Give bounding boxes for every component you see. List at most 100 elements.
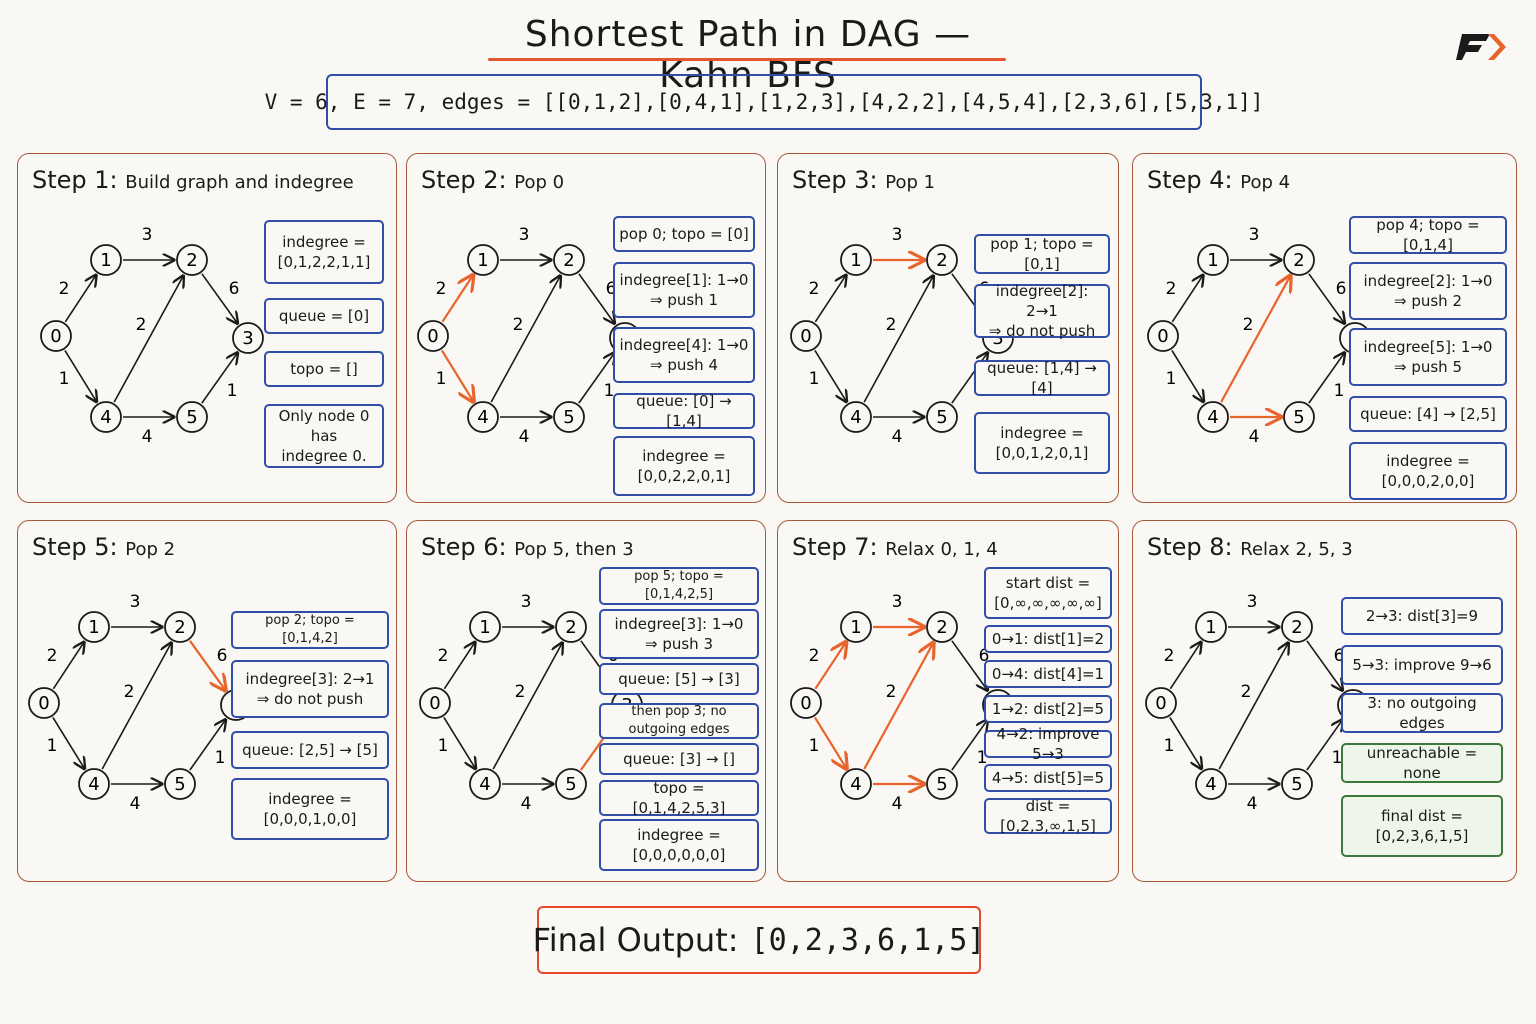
node-label-1: 1 <box>850 250 861 271</box>
edge-weight-1-2: 3 <box>130 592 141 612</box>
edge-4-2 <box>490 276 560 403</box>
node-2 <box>926 244 958 276</box>
step-note-box: pop 1; topo = [0,1] <box>974 234 1110 274</box>
step-subtitle: Build graph and indegree <box>125 172 354 193</box>
node-2 <box>555 611 587 643</box>
edge-weight-4-2: 2 <box>136 315 147 335</box>
node-label-0: 0 <box>800 693 811 714</box>
edge-weight-0-4: 1 <box>809 736 820 756</box>
node-label-2: 2 <box>565 617 576 638</box>
edge-0-1 <box>814 275 846 323</box>
edge-weight-5-3: 1 <box>977 748 988 768</box>
node-label-2: 2 <box>186 250 197 271</box>
step-note-box: then pop 3; no outgoing edges <box>599 703 759 739</box>
node-label-3: 3 <box>992 328 1003 349</box>
edge-weight-0-1: 2 <box>1166 279 1177 299</box>
node-label-4: 4 <box>1205 774 1216 795</box>
node-2 <box>164 611 196 643</box>
edge-0-4 <box>64 350 97 401</box>
node-label-2: 2 <box>936 617 947 638</box>
fp-logo-icon <box>1456 34 1506 60</box>
edge-5-3 <box>1306 720 1343 771</box>
step-note-box: indegree[4]: 1→0 ⇒ push 4 <box>613 327 755 383</box>
node-0 <box>419 687 451 719</box>
node-label-4: 4 <box>850 407 861 428</box>
edge-weight-2-3: 6 <box>606 279 617 299</box>
edge-0-1 <box>443 642 475 690</box>
edge-weight-2-3: 6 <box>1336 279 1347 299</box>
edge-weight-2-3: 6 <box>1334 646 1345 666</box>
node-0 <box>790 320 822 352</box>
node-label-1: 1 <box>1207 250 1218 271</box>
edge-weight-5-3: 1 <box>604 381 615 401</box>
step-note-box: indegree[1]: 1→0 ⇒ push 1 <box>613 262 755 318</box>
edge-weight-2-3: 6 <box>229 279 240 299</box>
node-0 <box>40 320 72 352</box>
node-2 <box>553 244 585 276</box>
step-note-box: queue: [5] → [3] <box>599 663 759 695</box>
node-4 <box>467 401 499 433</box>
edge-weight-0-4: 1 <box>809 369 820 389</box>
step-note-box: Only node 0 has indegree 0. <box>264 404 384 468</box>
edge-weight-1-2: 3 <box>521 592 532 612</box>
node-2 <box>926 611 958 643</box>
node-label-5: 5 <box>936 774 947 795</box>
node-2 <box>1283 244 1315 276</box>
step-panel-5: Step 5: Pop 22132461012345pop 2; topo = … <box>17 520 397 882</box>
step-panel-4: Step 4: Pop 42132461012345pop 4; topo = … <box>1132 153 1517 503</box>
node-label-1: 1 <box>88 617 99 638</box>
step-note-box: indegree[3]: 1→0 ⇒ push 3 <box>599 609 759 659</box>
node-2 <box>1281 611 1313 643</box>
node-1 <box>840 244 872 276</box>
step-note-box: indegree = [0,0,2,2,0,1] <box>613 436 755 496</box>
step-note-box: pop 4; topo = [0,1,4] <box>1349 216 1507 254</box>
edge-weight-1-2: 3 <box>1247 592 1258 612</box>
node-label-4: 4 <box>850 774 861 795</box>
edge-weight-0-1: 2 <box>809 279 820 299</box>
node-1 <box>90 244 122 276</box>
node-label-0: 0 <box>1155 693 1166 714</box>
edge-4-2 <box>492 643 562 770</box>
edge-weight-4-2: 2 <box>886 682 897 702</box>
edge-4-2 <box>863 276 933 403</box>
edge-weight-0-4: 1 <box>438 736 449 756</box>
node-label-0: 0 <box>427 326 438 347</box>
edge-weight-5-3: 1 <box>1334 381 1345 401</box>
node-label-2: 2 <box>563 250 574 271</box>
step-note-box: queue: [2,5] → [5] <box>231 731 389 769</box>
edge-weight-2-3: 6 <box>979 646 990 666</box>
step-note-box: 0→1: dist[1]=2 <box>984 625 1112 653</box>
step-subtitle: Pop 0 <box>514 172 565 193</box>
node-3 <box>232 322 264 354</box>
step-note-box: topo = [] <box>264 351 384 387</box>
node-label-5: 5 <box>563 407 574 428</box>
edge-0-1 <box>1171 275 1203 323</box>
edge-weight-4-5: 4 <box>1249 427 1260 447</box>
edge-weight-4-5: 4 <box>892 794 903 814</box>
step-note-box: unreachable = none <box>1341 743 1503 783</box>
node-4 <box>1195 768 1227 800</box>
edge-4-2 <box>113 276 183 403</box>
step-note-box: pop 5; topo = [0,1,4,2,5] <box>599 567 759 605</box>
step-subtitle: Relax 0, 1, 4 <box>885 539 998 560</box>
edge-weight-0-4: 1 <box>1164 736 1175 756</box>
edge-weight-1-2: 3 <box>1249 225 1260 245</box>
step-note-box: queue = [0] <box>264 298 384 334</box>
step-note-box: indegree = [0,0,0,0,0,0] <box>599 819 759 871</box>
edge-4-2 <box>1220 276 1290 403</box>
edge-0-4 <box>813 716 847 768</box>
step-note-box: 5→3: improve 9→6 <box>1341 645 1503 685</box>
edge-2-3 <box>189 640 226 691</box>
node-label-1: 1 <box>477 250 488 271</box>
step-note-box: queue: [0] → [1,4] <box>613 392 755 430</box>
title-underline <box>488 58 1006 61</box>
node-5 <box>164 768 196 800</box>
edge-weight-0-4: 1 <box>47 736 58 756</box>
node-5 <box>926 768 958 800</box>
edge-0-1 <box>814 642 846 690</box>
node-0 <box>790 687 822 719</box>
node-4 <box>469 768 501 800</box>
edge-weight-4-5: 4 <box>892 427 903 447</box>
node-label-4: 4 <box>477 407 488 428</box>
